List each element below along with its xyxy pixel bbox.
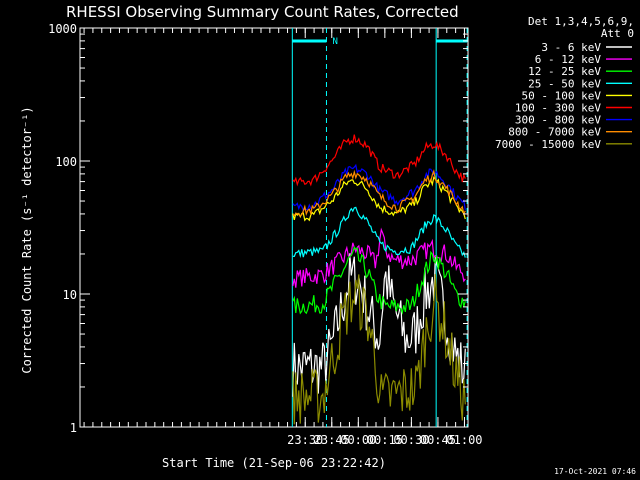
legend-label: 25 - 50 keV [528,77,601,90]
y-tick-label: 100 [55,155,77,169]
x-tick-label: 01:00 [446,433,482,447]
x-tick-label: 00:30 [393,433,429,447]
y-axis-label: Corrected Count Rate (s⁻¹ detector⁻¹) [20,106,34,373]
series-line-1 [292,253,466,397]
legend-label: 100 - 300 keV [515,102,601,115]
y-tick-label: 10 [63,288,77,302]
legend-label: 50 - 100 keV [522,89,602,102]
series-line-6 [292,134,466,187]
series-line-9 [292,274,466,425]
axes-layer: 1 10 100 1000 23:3023:4500:0000:1500:3000:45… [48,22,482,447]
top-bar-label: N [332,37,337,47]
x-tick-label: 00:45 [420,433,456,447]
x-axis-label: Start Time (21-Sep-06 23:22:42) [162,456,386,470]
y-tick-label: 1 [70,421,77,435]
legend-label: 12 - 25 keV [528,65,601,78]
legend-label: 3 - 6 keV [541,41,601,54]
legend-label: 800 - 7000 keV [508,126,601,139]
legend-label: 300 - 800 keV [515,114,601,127]
chart-title: RHESSI Observing Summary Count Rates, Co… [66,3,459,21]
series-layer [292,134,466,425]
y-tick-label: 1000 [48,22,77,36]
x-tick-label: 23:30 [287,433,323,447]
x-tick-label: 00:00 [340,433,376,447]
annotation-layer: N [291,28,468,427]
series-line-8 [292,169,466,217]
legend-label: 6 - 12 keV [535,53,602,66]
series-line-4 [292,206,466,259]
legend-label: 7000 - 15000 keV [495,138,601,151]
legend-header: Det 1,3,4,5,6,9, [528,15,634,28]
series-line-3 [292,246,466,315]
legend-header: Att 0 [601,27,634,40]
x-tick-label: 23:45 [314,433,350,447]
x-tick-label: 00:15 [367,433,403,447]
plot-frame [79,27,469,428]
timestamp: 17-Oct-2021 07:46 [554,467,636,476]
series-line-7 [292,163,466,212]
